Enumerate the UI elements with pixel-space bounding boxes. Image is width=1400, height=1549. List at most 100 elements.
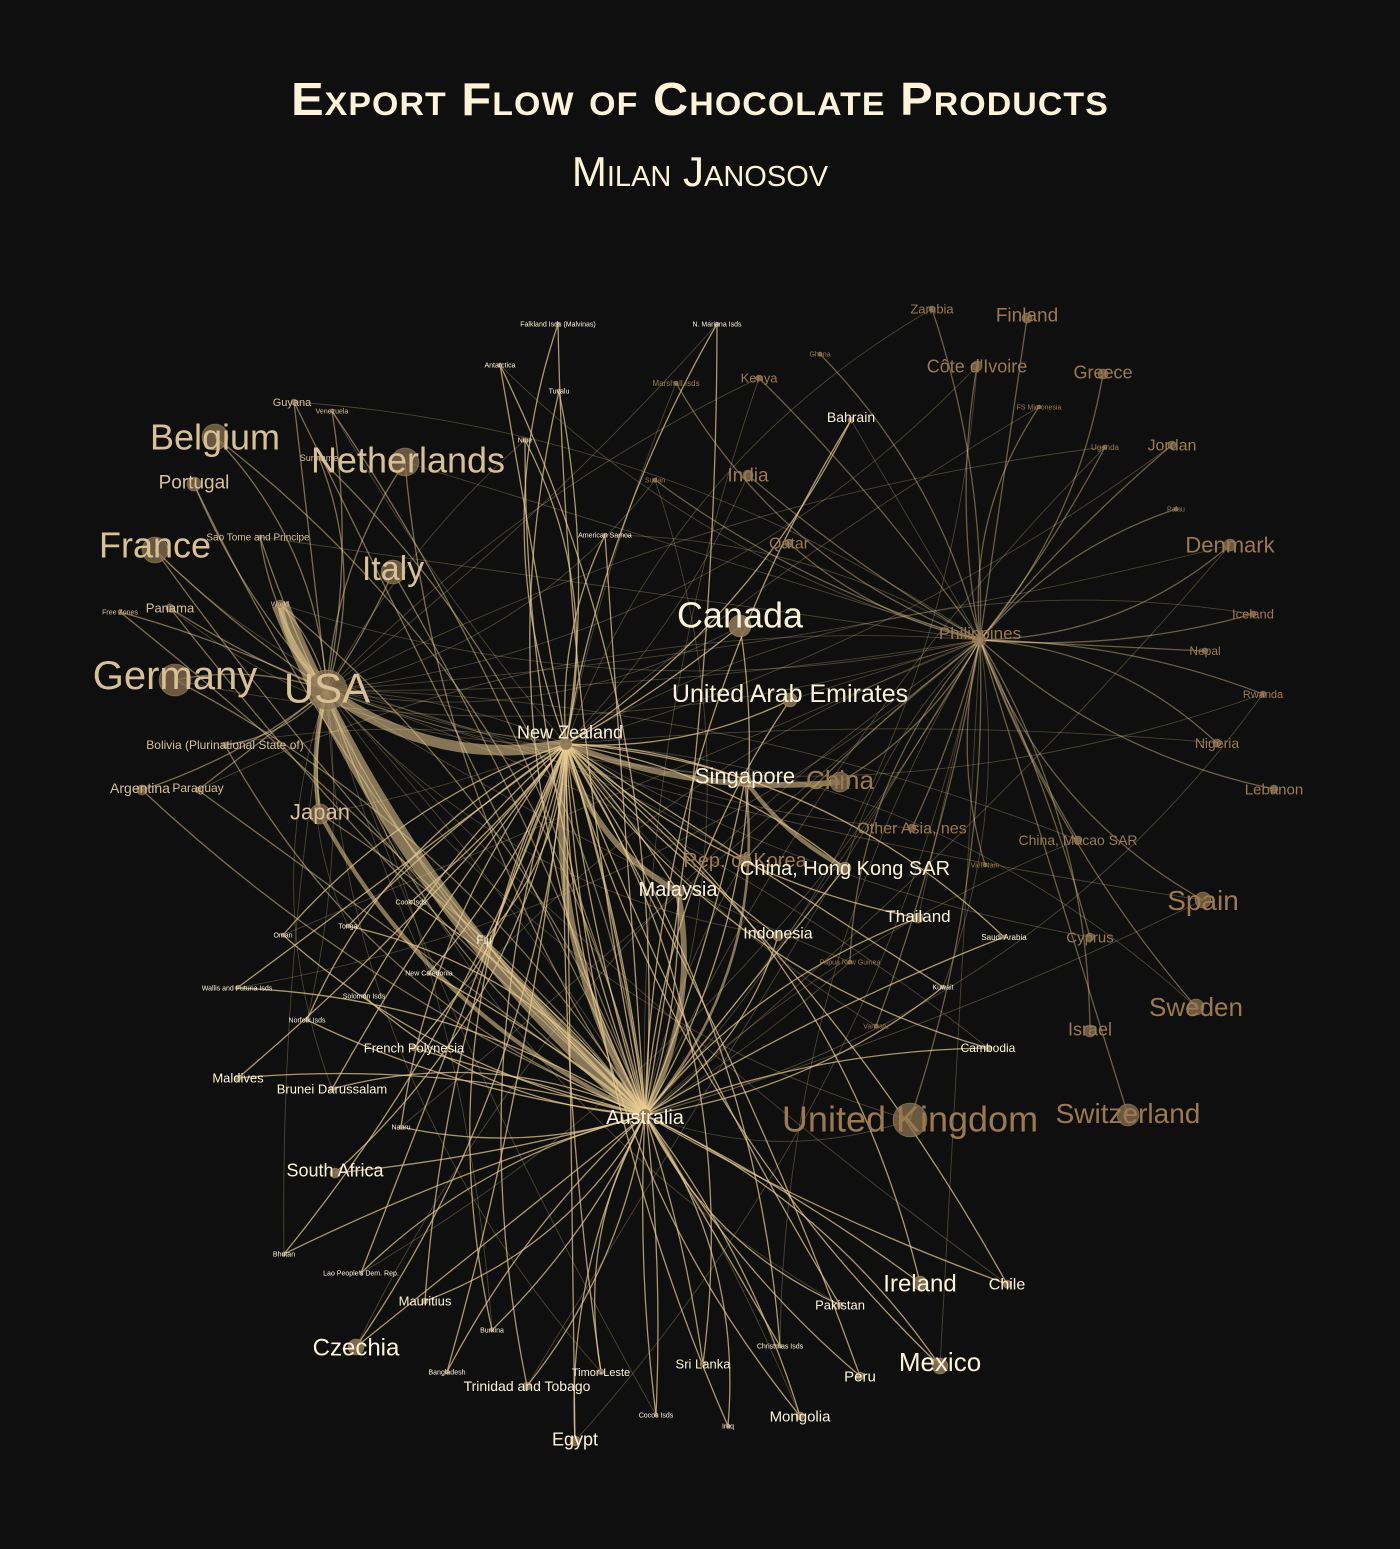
flow-edge-n-mariana-isds-australia — [644, 323, 718, 1116]
label-palau: Palau — [1167, 506, 1185, 513]
label-singapore: Singapore — [695, 764, 795, 789]
node-iceland — [1249, 610, 1257, 618]
node-papua-new-guinea — [847, 959, 853, 965]
label-c-te-d-ivoire: Côte d'Ivoire — [927, 356, 1028, 376]
node-qatar — [784, 538, 794, 548]
node-other-asia-nes — [907, 823, 917, 833]
label-wallis-and-futuna-isds: Wallis and Futuna Isds — [202, 985, 273, 992]
label-other-asia-nes: Other Asia, nes — [857, 821, 966, 838]
flow-edge-wallis-and-futuna-isds-australia — [236, 987, 646, 1116]
node-usa — [306, 669, 348, 711]
flow-edge-netherlands-philippines — [404, 461, 981, 641]
node-united-kingdom — [892, 1102, 928, 1138]
node-argentina — [136, 784, 148, 796]
flow-edge-wallis-and-futuna-isds-philippines — [236, 639, 981, 989]
flow-edge-antarctica-australia — [499, 364, 650, 1116]
flow-edge-mongolia-australia — [644, 1114, 801, 1417]
flow-edge-indonesia-australia — [644, 935, 779, 1116]
label-portugal: Portugal — [159, 473, 230, 494]
flow-edge-china-macao-sar-philippines — [979, 639, 1079, 841]
node-finland — [1021, 312, 1033, 324]
flow-edge-canada-usa — [326, 625, 741, 703]
flow-edge-jordan-new-zealand — [565, 444, 1173, 745]
flow-edge-iceland-philippines — [979, 613, 1254, 644]
node-niue — [522, 437, 528, 443]
flow-edge-thailand-new-zealand — [565, 743, 919, 919]
label-falkland-isds-malvinas: Falkland Isds (Malvinas) — [520, 321, 595, 328]
node-malaysia — [671, 885, 685, 899]
node-denmark — [1223, 538, 1237, 552]
label-lebanon: Lebanon — [1245, 781, 1303, 798]
label-czechia: Czechia — [313, 1334, 400, 1361]
flow-edge-netherlands-australia — [404, 461, 646, 1116]
flow-edge-vanuatu-new-zealand — [565, 743, 877, 1027]
flow-edge-c-te-d-ivoire-australia — [644, 365, 978, 1116]
flow-edge-uganda-australia — [644, 446, 1106, 1116]
node-belgium — [201, 423, 229, 451]
flow-edge-qatar-philippines — [788, 542, 981, 641]
label-chile: Chile — [989, 1277, 1026, 1294]
node-rep-of-korea — [738, 853, 752, 867]
node-maldives — [234, 1074, 242, 1082]
label-uganda: Uganda — [1091, 443, 1120, 452]
flow-edge-american-samoa-new-zealand — [564, 534, 606, 745]
flow-edge-czechia-australia — [355, 1114, 646, 1348]
label-new-caledonia: New Caledonia — [405, 970, 453, 977]
label-antarctica: Antarctica — [484, 362, 515, 369]
flow-edge-china-macao-sar-usa — [326, 689, 1079, 841]
chart-title: Export Flow of Chocolate Products — [291, 73, 1109, 125]
label-fs-micronesia: FS Micronesia — [1017, 404, 1062, 411]
flow-edge-new-caledonia-new-zealand — [428, 743, 567, 974]
label-sweden: Sweden — [1149, 992, 1243, 1022]
node-kenya — [755, 374, 763, 382]
flow-edge-c-te-d-ivoire-philippines — [965, 365, 981, 641]
flow-edge-christmas-isds-philippines — [779, 639, 981, 1347]
flow-edge-guyana-philippines — [293, 401, 981, 641]
label-cook-isds: Cook Isds — [395, 899, 427, 906]
label-marshall-isds: Marshall Isds — [652, 379, 699, 388]
node-c-te-d-ivoire — [971, 360, 983, 372]
node-saudi-arabia — [1001, 934, 1007, 940]
flow-edge-mexico-philippines — [939, 639, 981, 1367]
label-france: France — [99, 525, 211, 566]
flow-edge-nepal-philippines — [979, 639, 1206, 652]
label-n-mariana-isds: N. Mariana Isds — [692, 321, 742, 328]
flow-edge-rwanda-australia — [644, 693, 1264, 1116]
flow-edge-world-philippines — [279, 603, 981, 672]
flow-edge-chile-new-zealand — [565, 743, 1008, 1285]
node-guyana — [290, 398, 298, 406]
node-france — [141, 536, 169, 564]
flow-edge-united-kingdom-australia — [644, 1114, 911, 1142]
node-fs-micronesia — [1036, 404, 1042, 410]
label-mexico: Mexico — [899, 1347, 981, 1377]
flow-edge-thailand-australia — [644, 917, 919, 1116]
flow-edge-usa-new-zealand — [326, 689, 567, 745]
label-venezuela: Venezuela — [316, 408, 349, 415]
node-free-zones — [117, 609, 123, 615]
flow-edge-united-arab-emirates-philippines — [789, 639, 981, 701]
flow-edge-other-asia-nes-philippines — [911, 639, 981, 829]
label-china: China — [806, 765, 874, 795]
flow-edge-christmas-isds-new-zealand — [565, 743, 781, 1347]
node-netherlands — [390, 447, 420, 477]
chart-subtitle: Milan Janosov — [571, 148, 829, 195]
label-china-macao-sar: China, Macao SAR — [1018, 832, 1137, 848]
label-argentina: Argentina — [110, 780, 170, 796]
node-bhutan — [281, 1251, 287, 1257]
node-chile — [1002, 1279, 1012, 1289]
flow-edge-bhutan-new-zealand — [283, 743, 567, 1255]
flow-edge-iraq-australia — [644, 1114, 731, 1427]
flow-edge-pakistan-new-zealand — [565, 743, 841, 1306]
label-thailand: Thailand — [885, 907, 950, 926]
flow-edge-trinidad-and-tobago-new-zealand — [500, 743, 567, 1387]
flow-edge-chile-usa — [326, 689, 1008, 1285]
label-netherlands: Netherlands — [311, 440, 505, 481]
label-christmas-isds: Christmas Isds — [757, 1343, 804, 1350]
flow-edge-canada-australia — [644, 625, 750, 1116]
label-niue: Niue — [518, 437, 533, 444]
flow-edge-argentina-australia — [141, 789, 646, 1116]
flow-edge-saudi-arabia-new-zealand — [565, 743, 1005, 938]
edge-layer — [119, 308, 1275, 1442]
label-denmark: Denmark — [1185, 533, 1275, 558]
flow-edge-peru-australia — [644, 1114, 861, 1377]
